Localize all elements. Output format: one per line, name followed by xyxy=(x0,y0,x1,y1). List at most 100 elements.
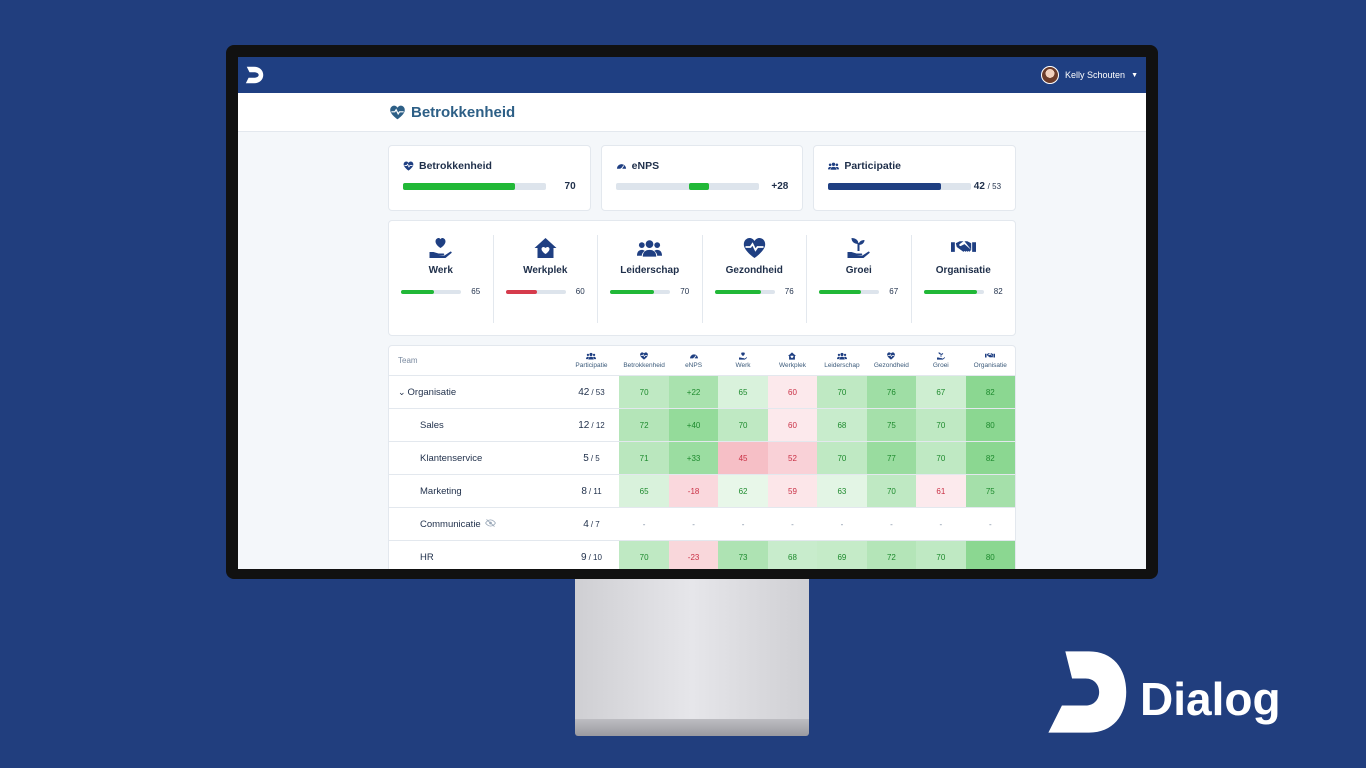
team-name: HR xyxy=(420,551,434,563)
kpi-value: 70 xyxy=(565,181,576,192)
dimension-werkplek[interactable]: Werkplek 60 xyxy=(494,235,598,323)
score-cell: 72 xyxy=(866,541,917,569)
score-cell: - xyxy=(619,508,669,540)
house-heart-icon xyxy=(533,237,558,259)
dialog-logo-icon[interactable] xyxy=(244,64,266,86)
kpi-cards: Betrokkenheid 70 eNPS +28 Participatie xyxy=(388,145,1017,211)
score-cell: - xyxy=(718,508,768,540)
participation-total: / 12 xyxy=(591,420,605,430)
chevron-down-icon[interactable]: ⌄ xyxy=(398,386,406,397)
column-header-participatie[interactable]: Participatie xyxy=(564,346,620,375)
user-menu[interactable]: Kelly Schouten ▼ xyxy=(1041,66,1138,84)
team-column-header[interactable]: Team xyxy=(398,356,418,365)
team-name-cell[interactable]: HR xyxy=(389,541,564,569)
participation-count: 42 xyxy=(578,386,590,398)
dimension-value: 65 xyxy=(471,287,481,296)
team-name-cell[interactable]: ⌄ Organisatie xyxy=(389,376,564,408)
dimension-gezondheid[interactable]: Gezondheid 76 xyxy=(703,235,807,323)
column-header-enps[interactable]: eNPS xyxy=(669,346,718,375)
caret-down-icon[interactable]: ▼ xyxy=(1131,71,1138,79)
column-header-werkplek[interactable]: Werkplek xyxy=(768,346,817,375)
score-cell: 63 xyxy=(817,475,867,507)
kpi-value: +28 xyxy=(771,181,788,192)
column-header-groei[interactable]: Groei xyxy=(916,346,965,375)
participation-cell: 4 / 7 xyxy=(564,508,620,540)
top-bar: Kelly Schouten ▼ xyxy=(238,57,1146,93)
score-cell: 70 xyxy=(916,541,966,569)
table-row[interactable]: Communicatie 4 / 7 -------- xyxy=(389,508,1016,541)
dimension-progress-bar xyxy=(819,289,880,294)
brand-name: Dialog xyxy=(1140,673,1281,725)
user-name[interactable]: Kelly Schouten xyxy=(1065,70,1126,80)
participation-total: / 11 xyxy=(588,486,602,496)
table-row[interactable]: Marketing 8 / 11 65 -18 62 59 63 70 61 75 xyxy=(389,475,1016,508)
team-name: Organisatie xyxy=(407,386,457,398)
table-row[interactable]: HR 9 / 10 70 -23 73 68 69 72 70 80 xyxy=(389,541,1016,569)
dimension-groei[interactable]: Groei 67 xyxy=(807,235,912,323)
participation-cell: 42 / 53 xyxy=(564,376,620,408)
monitor-stand xyxy=(575,579,809,719)
column-header-betrokkenheid[interactable]: Betrokkenheid xyxy=(619,346,668,375)
score-cell: 76 xyxy=(866,376,917,408)
score-cell: 68 xyxy=(817,409,867,441)
kpi-progress-fill xyxy=(688,183,709,190)
kpi-card-betrokkenheid[interactable]: Betrokkenheid 70 xyxy=(388,145,591,211)
kpi-card-enps[interactable]: eNPS +28 xyxy=(600,145,804,211)
table-row[interactable]: ⌄ Organisatie 42 / 53 70 +22 65 60 70 76 67 82 xyxy=(389,376,1015,409)
users-icon xyxy=(828,161,840,171)
users-icon xyxy=(637,237,663,259)
monitor-stand-base xyxy=(575,719,809,736)
kpi-value-number: 70 xyxy=(564,181,576,192)
participation-count: 12 xyxy=(578,419,590,431)
app-screen: Kelly Schouten ▼ Betrokkenheid Betrokken… xyxy=(238,57,1146,569)
dimension-werk[interactable]: Werk 65 xyxy=(389,235,494,323)
kpi-card-participatie[interactable]: Participatie 42 / 53 xyxy=(813,145,1017,211)
dimension-progress-bar xyxy=(610,289,671,294)
participation-total: / 10 xyxy=(588,552,602,562)
participation-count: 8 xyxy=(581,485,587,497)
table-row[interactable]: Klantenservice 5 / 5 71 +33 45 52 70 77 70 82 xyxy=(389,442,1016,475)
dimension-value: 76 xyxy=(784,287,794,296)
table-header-row: Team Participatie Betrokkenheid eNPS Wer… xyxy=(389,346,1015,376)
eye-slash-icon xyxy=(484,518,496,527)
column-header-label: Groei xyxy=(932,362,949,369)
score-cell: 62 xyxy=(718,475,768,507)
kpi-progress-fill xyxy=(828,183,942,190)
avatar[interactable] xyxy=(1041,66,1060,84)
score-cell: 69 xyxy=(817,541,867,569)
dimension-value: 70 xyxy=(680,287,690,296)
score-cell: - xyxy=(668,508,719,540)
score-cell: -18 xyxy=(668,475,719,507)
score-cell: 80 xyxy=(965,541,1016,569)
column-header-label: Betrokkenheid xyxy=(623,362,665,369)
score-cell: - xyxy=(916,508,966,540)
team-name-cell[interactable]: Communicatie xyxy=(389,508,564,540)
column-header-werk[interactable]: Werk xyxy=(718,346,767,375)
score-cell: 75 xyxy=(866,409,917,441)
score-cell: +33 xyxy=(668,442,719,474)
dashboard-content: Betrokkenheid 70 eNPS +28 Participatie xyxy=(388,145,1017,569)
dimension-progress-bar xyxy=(401,289,462,294)
team-name-cell[interactable]: Sales xyxy=(389,409,564,441)
column-header-leiderschap[interactable]: Leiderschap xyxy=(817,346,866,375)
dimension-value: 67 xyxy=(889,287,899,296)
team-name-cell[interactable]: Klantenservice xyxy=(389,442,564,474)
dimension-cards: Werk 65 Werkplek 60 Leiderschap xyxy=(388,220,1016,336)
participation-total: / 53 xyxy=(591,387,605,397)
dimension-organisatie[interactable]: Organisatie 82 xyxy=(912,235,1016,323)
participation-cell: 8 / 11 xyxy=(564,475,620,507)
kpi-progress-bar xyxy=(828,183,972,190)
score-cell: 70 xyxy=(916,442,966,474)
column-header-gezondheid[interactable]: Gezondheid xyxy=(867,346,916,375)
team-name-cell[interactable]: Marketing xyxy=(389,475,564,507)
column-header-label: Leiderschap xyxy=(824,362,860,369)
dimension-leiderschap[interactable]: Leiderschap 70 xyxy=(598,235,703,323)
dimension-label: Werkplek xyxy=(523,265,568,276)
score-cell: 65 xyxy=(718,376,768,408)
kpi-value: 42 / 53 xyxy=(974,181,1001,192)
column-header-organisatie[interactable]: Organisatie xyxy=(966,346,1015,375)
table-row[interactable]: Sales 12 / 12 72 +40 70 60 68 75 70 80 xyxy=(389,409,1016,442)
dimension-progress-bar xyxy=(923,289,984,294)
score-cell: 70 xyxy=(817,442,867,474)
dimension-label: Groei xyxy=(845,265,872,276)
